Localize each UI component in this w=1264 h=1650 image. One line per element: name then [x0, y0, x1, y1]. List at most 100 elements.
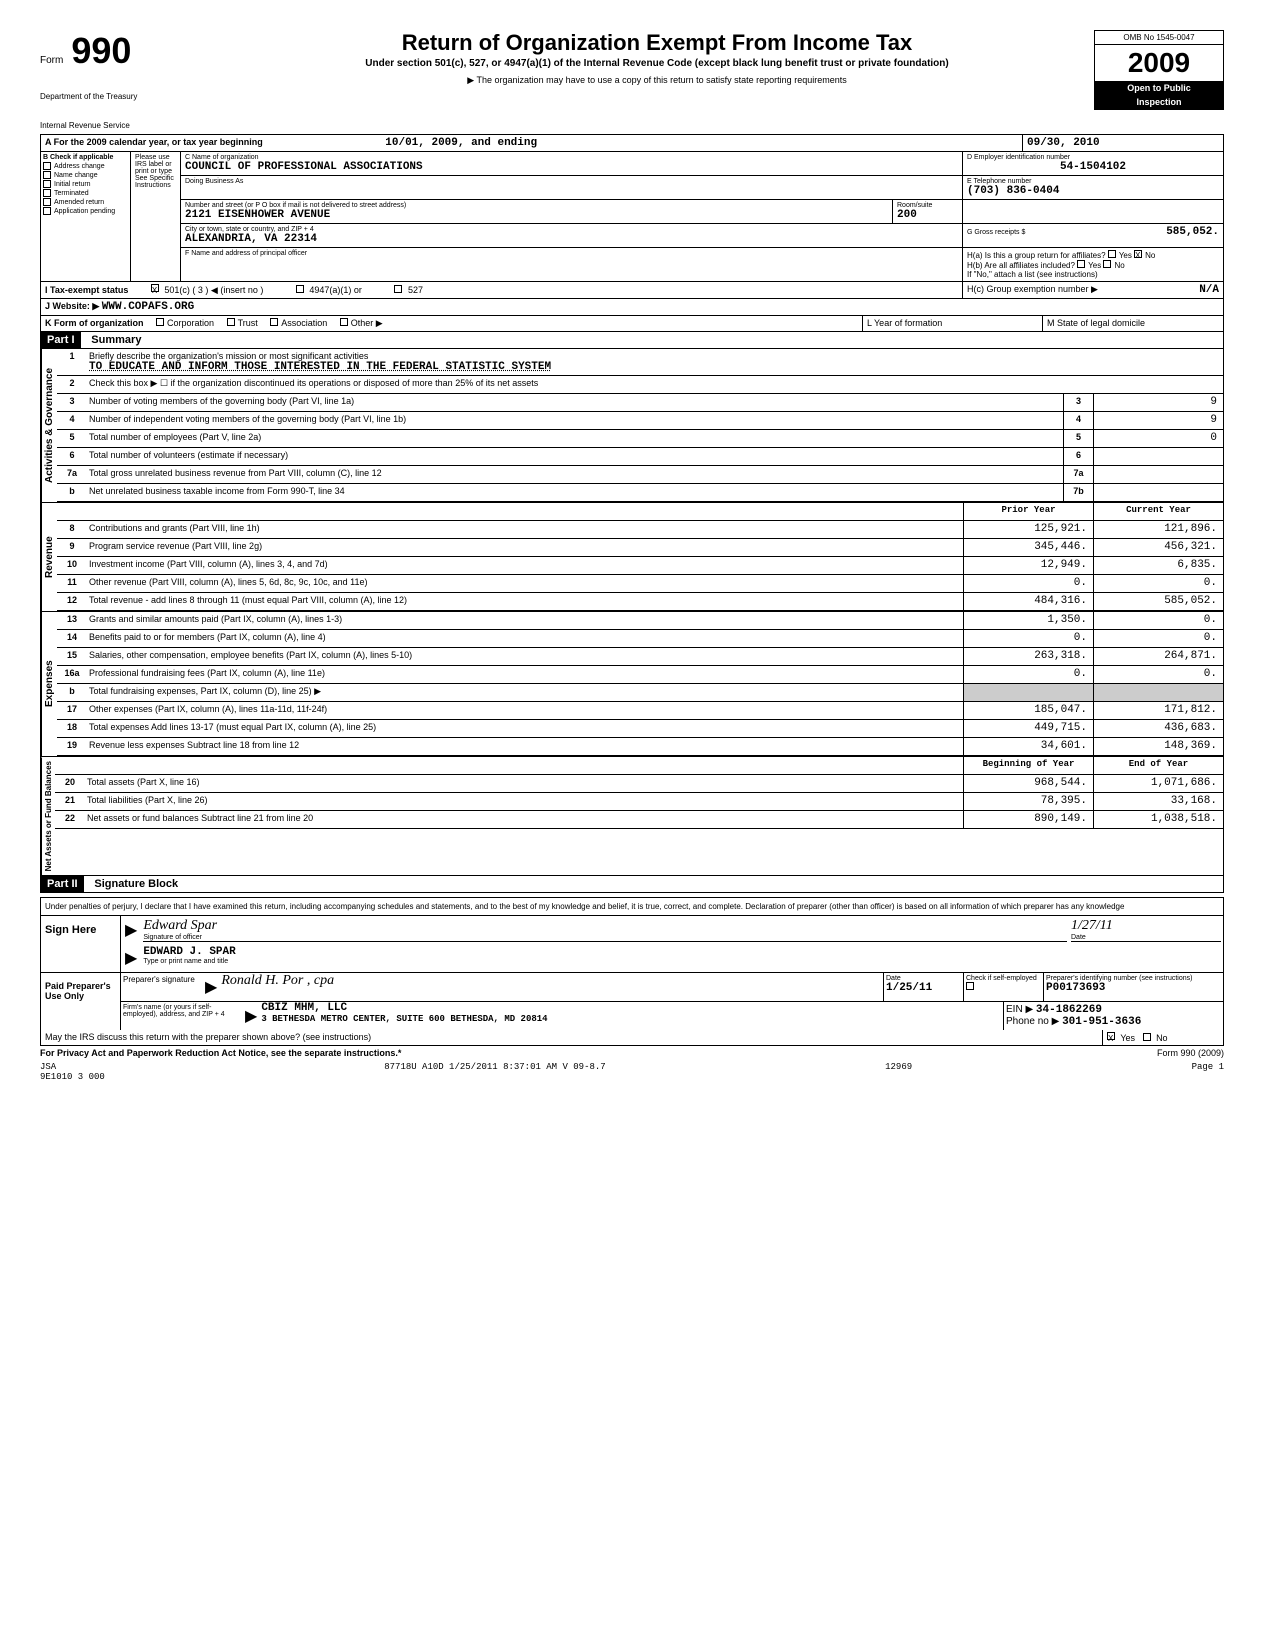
signature-block: Under penalties of perjury, I declare th…: [40, 897, 1224, 1046]
line11: Other revenue (Part VIII, column (A), li…: [87, 575, 963, 592]
eoy-hdr: End of Year: [1093, 757, 1223, 774]
footer-page: Page 1: [1192, 1062, 1224, 1082]
side-revenue: Revenue: [41, 503, 57, 611]
open-public: Open to Public: [1095, 81, 1223, 95]
g-label: G Gross receipts $: [967, 229, 1025, 236]
i-527: 527: [408, 285, 423, 295]
line7b: Net unrelated business taxable income fr…: [87, 484, 1063, 501]
d-label: D Employer identification number: [967, 154, 1219, 161]
identification-section: A For the 2009 calendar year, or tax yea…: [40, 134, 1224, 332]
sign-here-label: Sign Here: [41, 916, 121, 972]
prior-year-hdr: Prior Year: [963, 503, 1093, 520]
i-501c: 501(c) ( 3 ) ◀ (insert no ): [164, 285, 263, 295]
line14: Benefits paid to or for members (Part IX…: [87, 630, 963, 647]
part2-header: Part II: [41, 876, 84, 892]
line22: Net assets or fund balances Subtract lin…: [85, 811, 963, 828]
footer-code: 9E1010 3 000: [40, 1072, 105, 1082]
e-label: E Telephone number: [967, 178, 1219, 185]
prep-date: 1/25/11: [886, 982, 932, 994]
gross-receipts: 585,052.: [1166, 226, 1219, 238]
cb-pending[interactable]: [43, 207, 51, 215]
line13: Grants and similar amounts paid (Part IX…: [87, 612, 963, 629]
prep-id: P00173693: [1046, 982, 1105, 994]
ha-label: H(a) Is this a group return for affiliat…: [967, 251, 1106, 260]
part1-header: Part I: [41, 332, 81, 348]
line18: Total expenses Add lines 13-17 (must equ…: [87, 720, 963, 737]
j-label: J Website: ▶: [45, 301, 99, 311]
line17: Other expenses (Part IX, column (A), lin…: [87, 702, 963, 719]
dba-label: Doing Business As: [185, 178, 958, 185]
line10: Investment income (Part VIII, column (A)…: [87, 557, 963, 574]
tax-year: 2009: [1095, 45, 1223, 81]
type-name-caption: Type or print name and title: [143, 958, 1221, 965]
side-expenses: Expenses: [41, 612, 57, 756]
cb-address[interactable]: [43, 162, 51, 170]
side-governance: Activities & Governance: [41, 349, 57, 502]
paid-label: Paid Preparer's Use Only: [41, 973, 121, 1030]
line7a: Total gross unrelated business revenue f…: [87, 466, 1063, 483]
line4-val: 9: [1093, 412, 1223, 429]
line6: Total number of volunteers (estimate if …: [87, 448, 1063, 465]
cb-terminated[interactable]: [43, 189, 51, 197]
street-label: Number and street (or P O box if mail is…: [185, 202, 888, 209]
privacy-notice: For Privacy Act and Paperwork Reduction …: [40, 1048, 401, 1058]
i-4947: 4947(a)(1) or: [309, 285, 362, 295]
c-label: C Name of organization: [185, 154, 958, 161]
page-footer: JSA 9E1010 3 000 87718U A10D 1/25/2011 8…: [40, 1062, 1224, 1082]
inspection: Inspection: [1095, 95, 1223, 109]
line1-label: Briefly describe the organization's miss…: [89, 351, 368, 361]
line19: Revenue less expenses Subtract line 18 f…: [87, 738, 963, 755]
year-end: 09/30, 2010: [1027, 137, 1100, 149]
cal-year-label: A For the 2009 calendar year, or tax yea…: [45, 137, 263, 147]
m-label: M State of legal domicile: [1047, 318, 1145, 328]
line2: Check this box ▶ ☐ if the organization d…: [87, 376, 1223, 393]
part1-title: Summary: [83, 334, 141, 346]
attach-note: If "No," attach a list (see instructions…: [967, 270, 1219, 279]
phone: (703) 836-0404: [967, 185, 1219, 197]
cb-initial[interactable]: [43, 180, 51, 188]
website: WWW.COPAFS.ORG: [102, 301, 194, 313]
date-caption: Date: [1071, 934, 1221, 941]
hb-label: H(b) Are all affiliates included?: [967, 261, 1075, 270]
l-label: L Year of formation: [867, 318, 942, 328]
line12: Total revenue - add lines 8 through 11 (…: [87, 593, 963, 610]
form-header: Form 990 Department of the Treasury Inte…: [40, 30, 1224, 130]
line8: Contributions and grants (Part VIII, lin…: [87, 521, 963, 538]
line5-val: 0: [1093, 430, 1223, 447]
line3: Number of voting members of the governin…: [87, 394, 1063, 411]
side-net: Net Assets or Fund Balances: [41, 757, 55, 875]
footer-batch: 87718U A10D 1/25/2011 8:37:01 AM V 09-8.…: [384, 1062, 605, 1082]
omb-number: OMB No 1545-0047: [1095, 31, 1223, 45]
part1-body: Activities & Governance 1 Briefly descri…: [40, 349, 1224, 503]
treasury-text: Department of the Treasury: [40, 92, 220, 101]
line3-val: 9: [1093, 394, 1223, 411]
cb-amended[interactable]: [43, 198, 51, 206]
room: 200: [897, 209, 958, 221]
line15: Salaries, other compensation, employee b…: [87, 648, 963, 665]
preparer-signature: Ronald H. Por , cpa: [221, 973, 334, 988]
form-label: Form: [40, 55, 63, 66]
firm-addr: 3 BETHESDA METRO CENTER, SUITE 600 BETHE…: [261, 1014, 1003, 1024]
main-title: Return of Organization Exempt From Incom…: [220, 30, 1094, 56]
form-foot: Form 990 (2009): [1157, 1048, 1224, 1058]
line21: Total liabilities (Part X, line 26): [85, 793, 963, 810]
k-label: K Form of organization: [45, 318, 144, 328]
part2-title: Signature Block: [86, 878, 178, 890]
firm-name: CBIZ MHM, LLC: [261, 1002, 1003, 1014]
city: ALEXANDRIA, VA 22314: [185, 233, 958, 245]
f-label: F Name and address of principal officer: [185, 250, 958, 257]
line9: Program service revenue (Part VIII, line…: [87, 539, 963, 556]
sig-date: 1/27/11: [1071, 918, 1113, 933]
hc-label: H(c) Group exemption number ▶: [967, 284, 1098, 294]
note-title: ▶ The organization may have to use a cop…: [220, 75, 1094, 86]
please-label: Please use IRS label or print or type Se…: [131, 152, 181, 281]
ein: 54-1504102: [967, 161, 1219, 173]
cb-501c[interactable]: [151, 284, 159, 292]
city-label: City or town, state or country, and ZIP …: [185, 226, 958, 233]
year-begin: 10/01, 2009, and ending: [385, 137, 537, 149]
firm-label: Firm's name (or yours if self-employed),…: [121, 1002, 241, 1030]
cb-name[interactable]: [43, 171, 51, 179]
hc-val: N/A: [1199, 284, 1219, 296]
org-name: COUNCIL OF PROFESSIONAL ASSOCIATIONS: [185, 161, 958, 173]
line16b: Total fundraising expenses, Part IX, col…: [87, 684, 963, 701]
